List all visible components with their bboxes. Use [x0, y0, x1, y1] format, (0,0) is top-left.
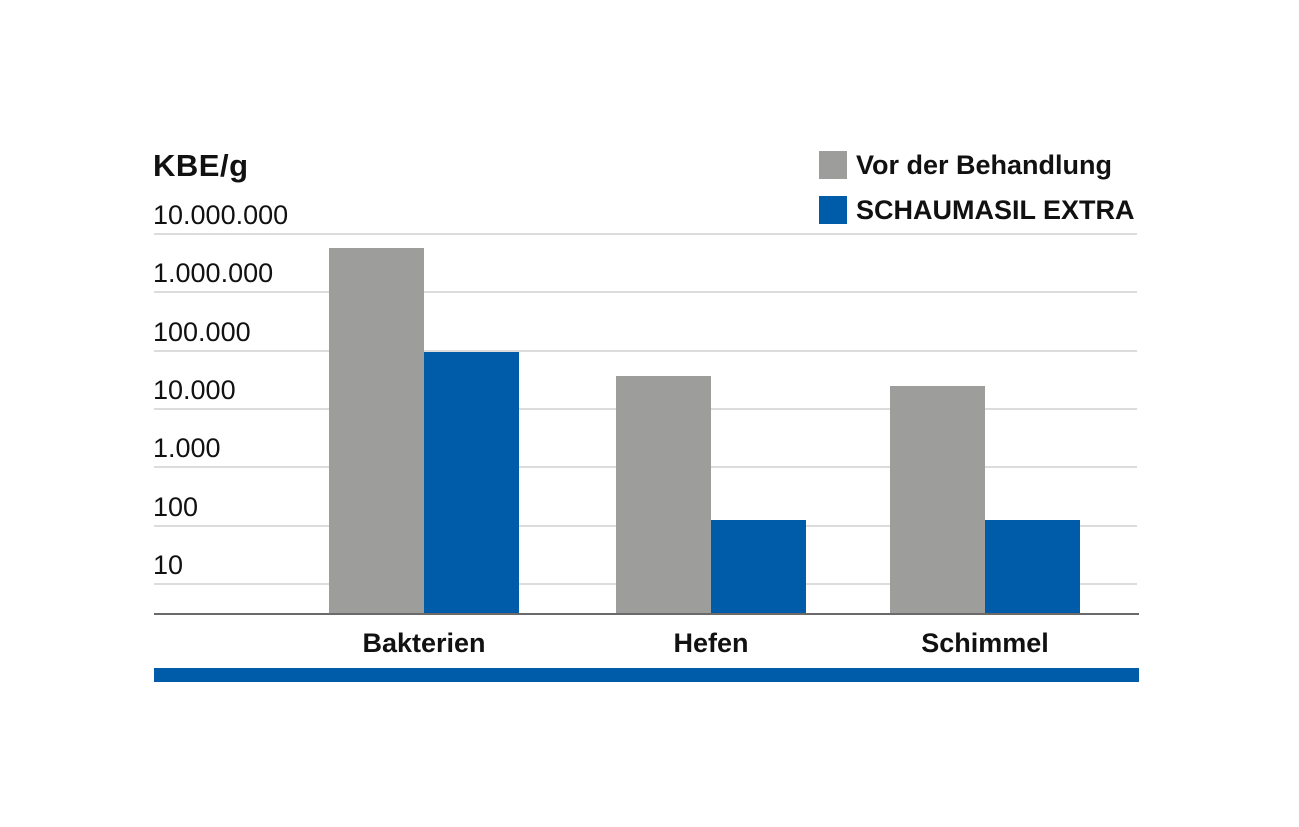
bar-schaumasil-extra: [711, 519, 806, 613]
legend-item-schaumasil-extra: SCHAUMASIL EXTRA: [819, 196, 1135, 224]
category-label-schimmel: Schimmel: [921, 628, 1049, 658]
y-axis-tick-label: 1.000.000: [153, 258, 274, 289]
gridline: [154, 349, 1137, 352]
bar-vor-der-behandlung: [890, 385, 985, 613]
y-axis-tick-label: 100.000: [153, 316, 251, 347]
legend: Vor der Behandlung SCHAUMASIL EXTRA: [819, 151, 1135, 241]
legend-item-vor-der-behandlung: Vor der Behandlung: [819, 151, 1135, 179]
legend-label: SCHAUMASIL EXTRA: [856, 195, 1135, 225]
y-axis-unit-label: KBE/g: [153, 148, 249, 183]
category-label-hefen: Hefen: [673, 628, 749, 658]
bar-vor-der-behandlung: [616, 376, 711, 613]
legend-label: Vor der Behandlung: [856, 150, 1113, 180]
y-axis-tick-label: 10.000: [153, 374, 236, 405]
y-axis-tick-label: 1.000: [153, 433, 221, 464]
y-axis-tick-label: 10: [153, 549, 184, 580]
category-label-bakterien: Bakterien: [362, 628, 486, 658]
bottom-accent-bar: [154, 668, 1139, 682]
legend-swatch-blue: [819, 196, 847, 224]
bar-vor-der-behandlung: [329, 248, 424, 613]
gridline: [154, 291, 1137, 294]
y-axis-tick-label: 10.000.000: [153, 200, 289, 230]
gridline: [154, 233, 1137, 235]
x-axis-baseline: [154, 613, 1139, 615]
legend-swatch-gray: [819, 151, 847, 179]
y-axis-tick-label: 100: [153, 491, 199, 522]
bar-schaumasil-extra: [985, 519, 1080, 613]
bar-schaumasil-extra: [424, 352, 519, 613]
